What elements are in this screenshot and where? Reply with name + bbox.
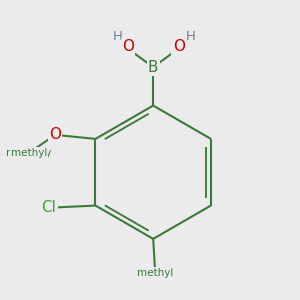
Text: O: O xyxy=(49,128,61,142)
Text: O: O xyxy=(122,40,134,55)
Text: methyl: methyl xyxy=(11,148,47,158)
Text: H: H xyxy=(113,30,123,43)
Text: methyl: methyl xyxy=(137,268,173,278)
Text: B: B xyxy=(148,60,158,75)
Text: H: H xyxy=(186,30,196,43)
Text: methoxy: methoxy xyxy=(6,148,52,158)
Text: Cl: Cl xyxy=(42,200,56,215)
Text: O: O xyxy=(172,40,184,55)
